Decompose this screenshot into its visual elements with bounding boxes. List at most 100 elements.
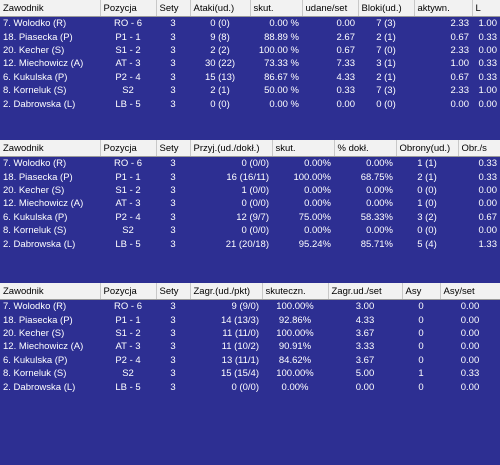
stat-cell: 5 (4) xyxy=(417,238,437,250)
player-name-cell: 20. Kecher (S) xyxy=(3,327,65,339)
stat-cell: 3 xyxy=(170,58,176,70)
table-row[interactable]: 8. Korneluk (S) S2 3 2 (1) 50.00 % 0.33 7 (3) 2… xyxy=(0,84,500,97)
column-header[interactable]: aktywn. xyxy=(414,0,473,17)
column-header[interactable]: Obrony(ud.) xyxy=(396,140,459,157)
table-row[interactable]: 6. Kukulska (P) P2 - 4 3 13 (11/1) 84.62% 3.6… xyxy=(0,354,500,367)
table-row[interactable]: 18. Piasecka (P) P1 - 1 3 9 (8) 88.89 % 2.67 2… xyxy=(0,30,500,43)
table-row[interactable]: 2. Dabrowska (L) LB - 5 3 0 (0/0) 0.00% 0.00 0… xyxy=(0,380,500,393)
table-row[interactable]: 6. Kukulska (P) P2 - 4 3 12 (9/7) 75.00% 58.3… xyxy=(0,211,500,224)
column-header[interactable]: Pozycja xyxy=(100,283,157,300)
table-row[interactable]: 8. Korneluk (S) S2 3 0 (0/0) 0.00% 0.00% 0 (0)… xyxy=(0,224,500,237)
column-header[interactable]: Asy xyxy=(402,283,441,300)
column-header[interactable]: L xyxy=(472,0,500,17)
header-row: Zawodnik Pozycja Sety Przyj.(ud./dokł.) skut… xyxy=(0,140,500,157)
table-row[interactable]: 6. Kukulska (P) P2 - 4 3 15 (13) 86.67 % 4.33… xyxy=(0,71,500,84)
stat-cell: 1.00 xyxy=(478,85,498,97)
column-header[interactable]: skuteczn. xyxy=(262,283,329,300)
column-header[interactable]: Zagr.(ud./pkt) xyxy=(190,283,263,300)
stat-cell: 0.33 xyxy=(336,85,356,97)
column-header[interactable]: Asy/set xyxy=(440,283,500,300)
stat-cell: LB - 5 xyxy=(115,381,141,393)
stat-cell: 0.00 xyxy=(478,225,498,237)
table-row[interactable]: 12. Miechowicz (A) AT - 3 3 30 (22) 73.33 % 7… xyxy=(0,57,500,70)
stat-cell: 2 (1) xyxy=(376,71,396,83)
stat-cell: P1 - 1 xyxy=(115,31,141,43)
table-row[interactable]: 12. Miechowicz (A) AT - 3 3 11 (10/2) 90.91%… xyxy=(0,340,500,353)
stat-cell: 3.33 xyxy=(355,341,375,353)
stat-cell: 11 (10/2) xyxy=(221,341,259,353)
column-header[interactable]: Pozycja xyxy=(100,140,157,157)
stat-cell: 0.00 xyxy=(460,327,480,339)
column-header[interactable]: Zawodnik xyxy=(0,283,101,300)
stat-cell: 50.00 % xyxy=(264,85,299,97)
stat-cell: 0.00 xyxy=(478,44,498,56)
column-header[interactable]: Przyj.(ud./dokł.) xyxy=(190,140,273,157)
stat-cell: 0.00 xyxy=(460,301,480,313)
stat-cell: 15 (13) xyxy=(204,71,236,83)
stat-cell: 0.00 xyxy=(460,341,480,353)
stat-cell: 68.75% xyxy=(360,171,393,183)
table-row[interactable]: 20. Kecher (S) S1 - 2 3 1 (0/0) 0.00% 0.00% 0 … xyxy=(0,184,500,197)
player-name-cell: 2. Dabrowska (L) xyxy=(3,381,76,393)
table-row[interactable]: 18. Piasecka (P) P1 - 1 3 14 (13/3) 92.86% 4.… xyxy=(0,313,500,326)
column-header[interactable]: % dokł. xyxy=(334,140,397,157)
table-row[interactable]: 8. Korneluk (S) S2 3 15 (15/4) 100.00% 5.00 1 0… xyxy=(0,367,500,380)
stat-cell: 0.00 xyxy=(450,98,470,110)
player-name-cell: 12. Miechowicz (A) xyxy=(3,58,84,70)
stat-cell: 7 (3) xyxy=(376,18,396,30)
column-header[interactable]: Obr./s xyxy=(458,140,500,157)
table-row[interactable]: 7. Wolodko (R) RO - 6 3 9 (9/0) 100.00% 3.00 0… xyxy=(0,300,500,314)
stat-cell: 0 (0/0) xyxy=(241,198,269,210)
column-header[interactable]: Zawodnik xyxy=(0,0,101,17)
column-header[interactable]: Zagr.ud./set xyxy=(328,283,403,300)
stat-cell: S2 xyxy=(122,225,134,237)
stat-cell: 0.00 % xyxy=(269,18,299,30)
table-row[interactable]: 18. Piasecka (P) P1 - 1 3 16 (16/11) 100.00%… xyxy=(0,170,500,183)
stat-cell: 0.33 xyxy=(478,158,498,170)
column-header[interactable]: skut. xyxy=(272,140,335,157)
stat-cell: P2 - 4 xyxy=(115,71,141,83)
table-row[interactable]: 20. Kecher (S) S1 - 2 3 11 (11/0) 100.00% 3.6… xyxy=(0,327,500,340)
stat-cell: 4.33 xyxy=(355,314,375,326)
column-header[interactable]: Sety xyxy=(156,0,191,17)
stat-cell: RO - 6 xyxy=(114,301,142,313)
stat-cell: 3 xyxy=(170,85,176,97)
stat-cell: 2.33 xyxy=(450,44,470,56)
column-header[interactable]: Sety xyxy=(156,283,191,300)
stat-cell: 1 xyxy=(418,368,424,380)
table-row[interactable]: 12. Miechowicz (A) AT - 3 3 0 (0/0) 0.00% 0.0… xyxy=(0,197,500,210)
table-row[interactable]: 2. Dabrowska (L) LB - 5 3 0 (0) 0.00 % 0.00 0 … xyxy=(0,97,500,110)
player-name-cell: 6. Kukulska (P) xyxy=(3,71,68,83)
stat-cell: LB - 5 xyxy=(115,98,141,110)
stat-cell: 0 (0/0) xyxy=(231,381,259,393)
player-name-cell: 18. Piasecka (P) xyxy=(3,31,73,43)
stat-cell: 0.67 xyxy=(450,31,470,43)
table-row[interactable]: 7. Wolodko (R) RO - 6 3 0 (0/0) 0.00% 0.00% 1 … xyxy=(0,157,500,171)
stat-cell: 90.91% xyxy=(278,341,312,353)
column-header[interactable]: skut. xyxy=(250,0,303,17)
stat-cell: 3 xyxy=(170,327,176,339)
stat-cell: 9 (8) xyxy=(210,31,230,43)
stat-cell: 3 xyxy=(170,368,176,380)
header-row: Zawodnik Pozycja Sety Zagr.(ud./pkt) skutecz… xyxy=(0,283,500,300)
stat-cell: 0.00% xyxy=(304,225,331,237)
stat-cell: 0.00% xyxy=(304,198,331,210)
column-header[interactable]: Ataki(ud.) xyxy=(190,0,251,17)
stat-cell: 0 (0/0) xyxy=(241,158,269,170)
column-header[interactable]: Bloki(ud.) xyxy=(358,0,415,17)
table-row[interactable]: 20. Kecher (S) S1 - 2 3 2 (2) 100.00 % 0.67 7 … xyxy=(0,44,500,57)
stat-cell: 0 xyxy=(418,301,424,313)
table-row[interactable]: 7. Wolodko (R) RO - 6 3 0 (0) 0.00 % 0.00 7 (3… xyxy=(0,17,500,31)
column-header[interactable]: Pozycja xyxy=(100,0,157,17)
stat-cell: 3.67 xyxy=(355,327,375,339)
stat-cell: 3 xyxy=(170,44,176,56)
stat-cell: 13 (11/1) xyxy=(221,354,259,366)
column-header[interactable]: Sety xyxy=(156,140,191,157)
table-row[interactable]: 2. Dabrowska (L) LB - 5 3 21 (20/18) 95.24% 8… xyxy=(0,237,500,250)
stat-cell: 0.00 xyxy=(478,198,498,210)
stat-cell: 1 (0) xyxy=(417,198,437,210)
column-header[interactable]: udane/set xyxy=(302,0,359,17)
column-header[interactable]: Zawodnik xyxy=(0,140,101,157)
stat-cell: 75.00% xyxy=(298,211,331,223)
